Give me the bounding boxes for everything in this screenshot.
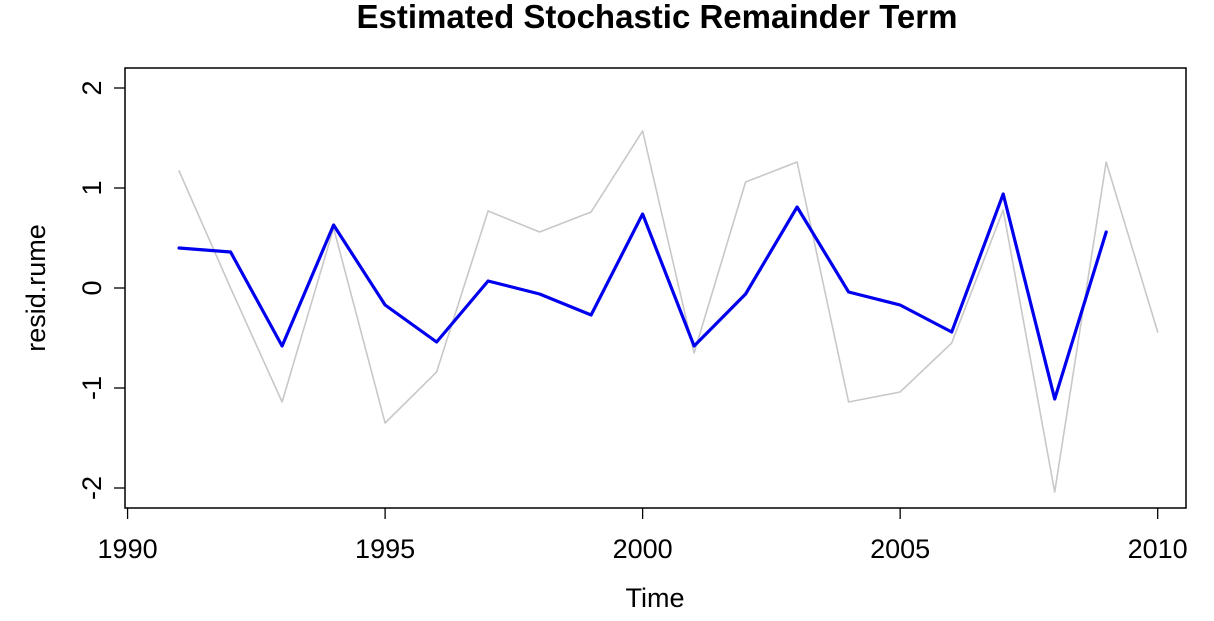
y-tick-label: -2 — [77, 476, 107, 500]
x-tick-label: 2000 — [613, 534, 673, 564]
series-0 — [178, 130, 1159, 493]
series-line — [178, 130, 1159, 493]
y-axis: -2 -1 0 1 2 — [77, 80, 125, 500]
y-axis-label: resid.rume — [21, 224, 51, 352]
chart-title: Estimated Stochastic Remainder Term — [357, 0, 958, 35]
y-tick-label: 1 — [77, 180, 107, 195]
y-tick-label: -1 — [77, 376, 107, 400]
x-tick-label: 1990 — [98, 534, 158, 564]
x-axis: 1990 1995 2000 2005 2010 — [98, 508, 1188, 564]
series-layer — [177, 130, 1159, 493]
x-axis-label: Time — [626, 583, 685, 613]
x-tick-label: 2005 — [870, 534, 930, 564]
y-tick-label: 0 — [77, 280, 107, 295]
y-tick-label: 2 — [77, 80, 107, 95]
x-tick-label: 1995 — [355, 534, 415, 564]
series-1 — [177, 192, 1108, 401]
series-line — [177, 192, 1108, 401]
x-tick-label: 2010 — [1128, 534, 1188, 564]
